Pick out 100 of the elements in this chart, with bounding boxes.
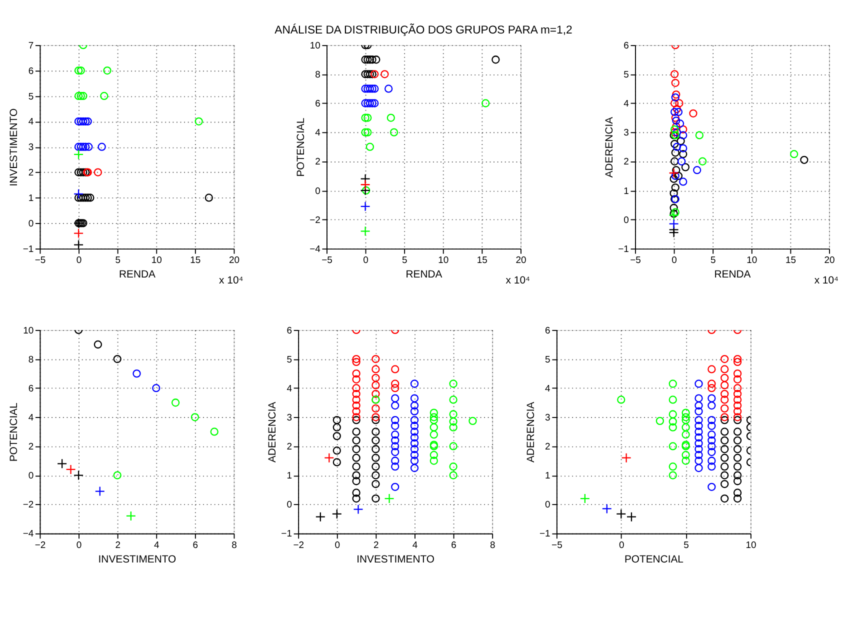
point xyxy=(372,436,380,444)
point xyxy=(733,401,742,410)
point xyxy=(73,149,84,160)
point xyxy=(733,416,742,424)
point xyxy=(361,84,370,93)
point xyxy=(668,417,677,426)
x-tick-label: −5 xyxy=(630,255,641,266)
point xyxy=(616,508,626,520)
y-tick-label: 4 xyxy=(315,128,320,139)
point xyxy=(720,436,729,444)
point xyxy=(708,384,716,392)
point xyxy=(391,442,400,450)
point xyxy=(372,56,380,64)
point xyxy=(708,380,716,388)
point xyxy=(708,482,716,491)
point xyxy=(720,404,729,413)
point xyxy=(410,394,419,402)
point xyxy=(668,228,679,238)
point xyxy=(384,84,393,93)
y-tick-label: 2 xyxy=(28,168,34,179)
point xyxy=(676,136,685,146)
point xyxy=(720,354,729,364)
point xyxy=(364,70,372,78)
point xyxy=(372,494,380,503)
y-tick-label: 1 xyxy=(545,470,550,482)
x-tick-label: 10 xyxy=(746,255,758,266)
point xyxy=(668,410,677,418)
point xyxy=(368,56,376,64)
point xyxy=(332,432,341,440)
x-tick-label: 0 xyxy=(363,255,368,266)
y-tick-label: 3 xyxy=(28,142,34,154)
y-axis-title: ADERENCIA xyxy=(604,116,616,178)
y-axis-title: ADERENCIA xyxy=(526,402,537,463)
y-tick-label: −1 xyxy=(540,528,550,540)
x-axis-title: RENDA xyxy=(406,269,442,280)
point xyxy=(352,477,360,486)
point xyxy=(360,180,370,190)
point xyxy=(720,454,729,462)
point xyxy=(733,354,742,364)
point xyxy=(694,407,703,416)
point xyxy=(733,471,742,480)
point xyxy=(361,99,370,108)
y-tick-label: −2 xyxy=(22,500,34,511)
point xyxy=(332,416,341,424)
text: x 10⁴ xyxy=(506,276,530,287)
point xyxy=(410,433,419,442)
x-tick-label: 2 xyxy=(115,540,120,552)
y-tick-label: 5 xyxy=(545,354,550,366)
x-axis-title: INVESTIMENTO xyxy=(98,554,176,566)
point xyxy=(677,157,686,166)
point xyxy=(372,428,380,436)
point xyxy=(672,142,681,151)
point xyxy=(694,422,703,430)
point xyxy=(430,450,438,460)
point xyxy=(364,114,372,122)
point xyxy=(410,422,419,430)
point xyxy=(708,462,716,471)
point xyxy=(372,416,380,424)
y-tick-label: 3 xyxy=(286,412,292,424)
y-tick-label: −1 xyxy=(618,244,629,255)
point xyxy=(86,194,94,202)
point xyxy=(668,396,677,404)
x-tick-label: 5 xyxy=(710,255,716,266)
point xyxy=(720,390,729,398)
point xyxy=(708,456,716,465)
point xyxy=(670,174,678,183)
point xyxy=(694,464,703,472)
point xyxy=(679,131,688,140)
point xyxy=(152,384,160,392)
point xyxy=(94,486,105,496)
point xyxy=(364,56,372,64)
point xyxy=(410,416,419,424)
point xyxy=(733,454,742,462)
point xyxy=(126,510,136,522)
point xyxy=(602,504,612,514)
point xyxy=(733,375,742,384)
point xyxy=(430,456,438,465)
y-tick-label: 2 xyxy=(286,442,292,453)
point xyxy=(800,156,808,164)
point xyxy=(76,92,85,100)
point xyxy=(733,488,742,497)
point xyxy=(391,456,400,465)
point xyxy=(708,430,716,439)
point xyxy=(708,416,716,424)
point xyxy=(352,462,360,471)
point xyxy=(360,226,370,236)
y-tick-label: 2 xyxy=(315,156,320,168)
point xyxy=(361,70,370,78)
y-tick-label: −4 xyxy=(22,528,34,540)
point xyxy=(391,384,400,392)
point xyxy=(449,471,458,480)
point xyxy=(73,188,84,199)
point xyxy=(204,194,213,202)
y-tick-label: 5 xyxy=(286,354,292,366)
point xyxy=(430,430,438,439)
point xyxy=(708,365,716,374)
point xyxy=(694,401,703,410)
point xyxy=(391,430,400,439)
point xyxy=(391,436,400,444)
point xyxy=(74,66,83,75)
